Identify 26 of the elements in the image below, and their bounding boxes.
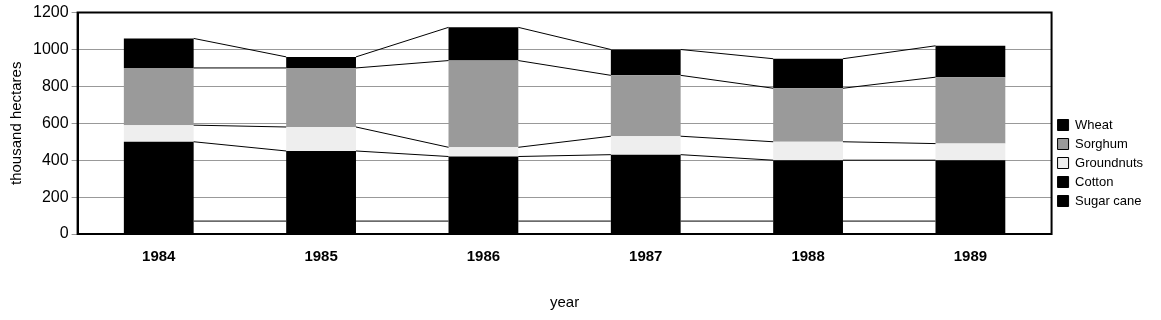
x-tick-label: 1985: [304, 247, 338, 265]
x-tick-label: 1987: [629, 247, 663, 265]
y-tick-label: 600: [41, 113, 69, 131]
y-tick-label: 1000: [33, 39, 69, 57]
legend-label: Sugar cane: [1075, 192, 1142, 208]
legend-label: Wheat: [1075, 116, 1114, 132]
bar: [935, 143, 1006, 161]
y-axis-title: thousand hectares: [7, 61, 25, 186]
bar: [773, 141, 843, 161]
y-tick-label: 200: [41, 187, 69, 205]
bar: [610, 136, 681, 155]
y-tick-label: 0: [59, 224, 69, 242]
bar: [123, 125, 194, 142]
x-tick-label: 1988: [791, 247, 825, 265]
x-tick-label: 1984: [142, 247, 177, 265]
bar: [448, 147, 519, 157]
legend-label: Sorghum: [1075, 135, 1128, 151]
legend-label: Cotton: [1075, 173, 1114, 189]
x-tick-label: 1986: [466, 247, 501, 265]
x-tick-label: 1989: [953, 247, 988, 265]
y-tick-label: 400: [41, 150, 69, 168]
bar: [286, 126, 356, 151]
y-tick-label: 800: [41, 76, 69, 94]
x-axis-title: year: [549, 293, 580, 311]
y-tick-label: 1200: [33, 3, 69, 21]
legend-label: Groundnuts: [1075, 154, 1144, 170]
